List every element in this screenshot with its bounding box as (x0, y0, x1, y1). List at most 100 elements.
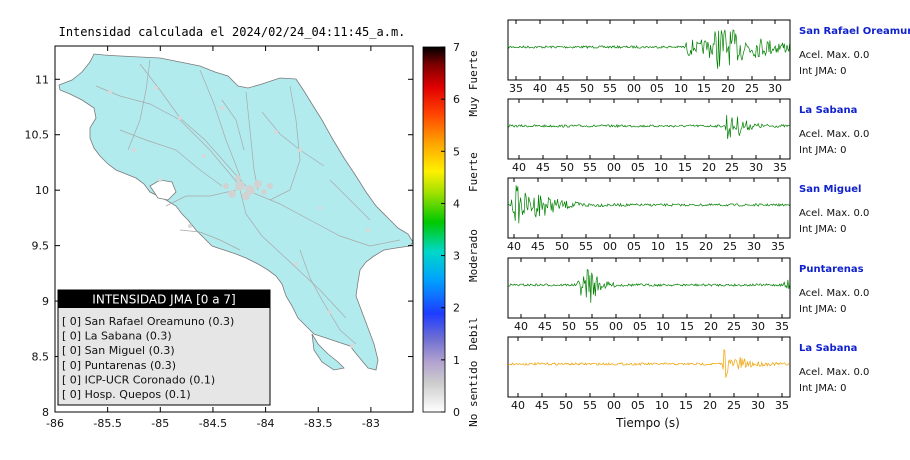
trace-row: 40 45 50 55 00 05 10 15 20 25 30 35 La Sabana Acel. M… (507, 336, 869, 412)
trace-tick-label: 45 (531, 240, 545, 253)
station-name: Puntarenas (799, 264, 864, 275)
trace-waveform (508, 348, 790, 378)
trace-tick-label: 25 (727, 320, 741, 333)
trace-tick-label: 30 (751, 399, 765, 412)
trace-tick-label: 40 (511, 399, 525, 412)
trace-tick-label: 45 (538, 320, 552, 333)
trace-tick-label: 05 (650, 82, 664, 95)
colorbar-tick-label: 2 (453, 302, 460, 315)
map-y-tick-label: 9.5 (32, 240, 50, 253)
trace-tick-label: 35 (773, 161, 787, 174)
map-y-tick-label: 10 (35, 184, 49, 197)
trace-tick-label: 15 (679, 399, 693, 412)
trace-tick-label: 55 (579, 240, 593, 253)
legend-row: [ 0] ICP-UCR Coronado (0.1) (62, 373, 215, 386)
station-accel: Acel. Max. 0.0 (799, 129, 869, 140)
trace-tick-label: 05 (627, 240, 641, 253)
time-axis-label: Tiempo (s) (615, 416, 680, 430)
trace-tick-label: 30 (749, 161, 763, 174)
trace-tick-label: 15 (675, 240, 689, 253)
legend-row: [ 0] San Miguel (0.3) (62, 344, 175, 357)
trace-tick-label: 10 (654, 161, 668, 174)
map-x-tick-label: -84.5 (199, 417, 227, 430)
trace-tick-label: 10 (655, 399, 669, 412)
trace-tick-label: 15 (697, 82, 711, 95)
trace-tick-label: 40 (507, 240, 521, 253)
trace-tick-label: 25 (745, 82, 759, 95)
trace-tick-label: 10 (674, 82, 688, 95)
colorbar-category-label: Moderado (467, 229, 480, 282)
map-title: Intensidad calculada el 2024/02/24_04:11… (59, 25, 406, 39)
colorbar-category-label: No sentido (467, 361, 480, 427)
trace-tick-label: 20 (704, 320, 718, 333)
trace-tick-label: 25 (723, 240, 737, 253)
legend-row: [ 0] Puntarenas (0.3) (62, 359, 176, 372)
map-x-tick-label: -86 (46, 417, 64, 430)
jma-colorbar: 0 1 2 3 4 5 6 7 No sentido Debil Moderado Fuerte Mu… (422, 41, 480, 427)
map-x-tick-label: -83.5 (304, 417, 332, 430)
trace-frame (507, 177, 791, 239)
trace-tick-label: 20 (699, 240, 713, 253)
map-y-tick-label: 8 (42, 406, 49, 419)
trace-row: 35 40 45 50 55 00 05 10 15 20 25 30 San Rafael Oream… (507, 19, 910, 95)
trace-tick-label: 35 (775, 320, 789, 333)
trace-tick-label: 35 (771, 240, 785, 253)
trace-row: 40 45 50 55 00 05 10 15 20 25 30 35 San Miguel Acel. … (507, 177, 869, 253)
colorbar-tick-label: 6 (453, 93, 460, 106)
station-accel: Acel. Max. 0.0 (799, 208, 869, 219)
costa-rica-landmass (58, 53, 413, 371)
trace-tick-label: 50 (559, 399, 573, 412)
settlement-cluster (223, 175, 273, 200)
map-y-tick-label: 10.5 (25, 129, 50, 142)
map-axes: -86 -85.5 -85 -84.5 -84 -83.5 -83 8 8.5 9 9.5 10 10.… (25, 46, 413, 430)
trace-tick-label: 20 (721, 82, 735, 95)
map-x-tick-label: -85 (151, 417, 169, 430)
trace-tick-label: 05 (633, 320, 647, 333)
trace-tick-label: 00 (607, 399, 621, 412)
trace-tick-label: 30 (751, 320, 765, 333)
trace-tick-label: 20 (702, 161, 716, 174)
trace-tick-label: 35 (509, 82, 523, 95)
trace-tick-label: 20 (703, 399, 717, 412)
trace-tick-label: 10 (651, 240, 665, 253)
map-x-tick-label: -83 (362, 417, 380, 430)
trace-tick-label: 55 (603, 82, 617, 95)
trace-tick-label: 55 (583, 399, 597, 412)
station-jma: Int JMA: 0 (799, 304, 847, 315)
trace-tick-label: 50 (555, 240, 569, 253)
station-name: San Miguel (799, 184, 861, 195)
station-jma: Int JMA: 0 (799, 383, 847, 394)
colorbar-category-label: Fuerte (467, 152, 480, 192)
legend-row: [ 0] La Sabana (0.3) (62, 330, 172, 343)
colorbar-category-label: Muy Fuerte (467, 50, 480, 116)
station-name: La Sabana (799, 105, 857, 116)
map-x-tick-label: -85.5 (93, 417, 121, 430)
trace-tick-label: 10 (656, 320, 670, 333)
seismogram-panel: 35 40 45 50 55 00 05 10 15 20 25 30 San Rafael Oream… (507, 19, 910, 412)
colorbar-tick-label: 7 (453, 41, 460, 54)
town-markers (108, 86, 370, 348)
colorbar-tick-label: 0 (453, 406, 460, 419)
station-accel: Acel. Max. 0.0 (799, 50, 869, 61)
trace-waveform (507, 114, 790, 139)
trace-waveform (507, 269, 791, 303)
colorbar-tick-label: 3 (453, 250, 460, 263)
trace-tick-label: 45 (535, 399, 549, 412)
station-jma: Int JMA: 0 (799, 66, 847, 77)
station-accel: Acel. Max. 0.0 (799, 288, 869, 299)
trace-tick-label: 55 (585, 320, 599, 333)
trace-tick-label: 40 (533, 82, 547, 95)
map-x-tick-label: -84 (257, 417, 275, 430)
trace-row: 40 45 50 55 00 05 10 15 20 25 30 35 La Sabana Acel. M… (507, 98, 869, 174)
trace-tick-label: 15 (678, 161, 692, 174)
trace-tick-label: 40 (514, 320, 528, 333)
trace-tick-label: 50 (560, 161, 574, 174)
station-jma: Int JMA: 0 (799, 145, 847, 156)
trace-tick-label: 45 (536, 161, 550, 174)
station-name: La Sabana (799, 343, 857, 354)
trace-frame (507, 19, 791, 81)
legend-row: [ 0] Hosp. Quepos (0.1) (62, 388, 191, 401)
trace-tick-label: 35 (775, 399, 789, 412)
trace-tick-label: 00 (603, 240, 617, 253)
